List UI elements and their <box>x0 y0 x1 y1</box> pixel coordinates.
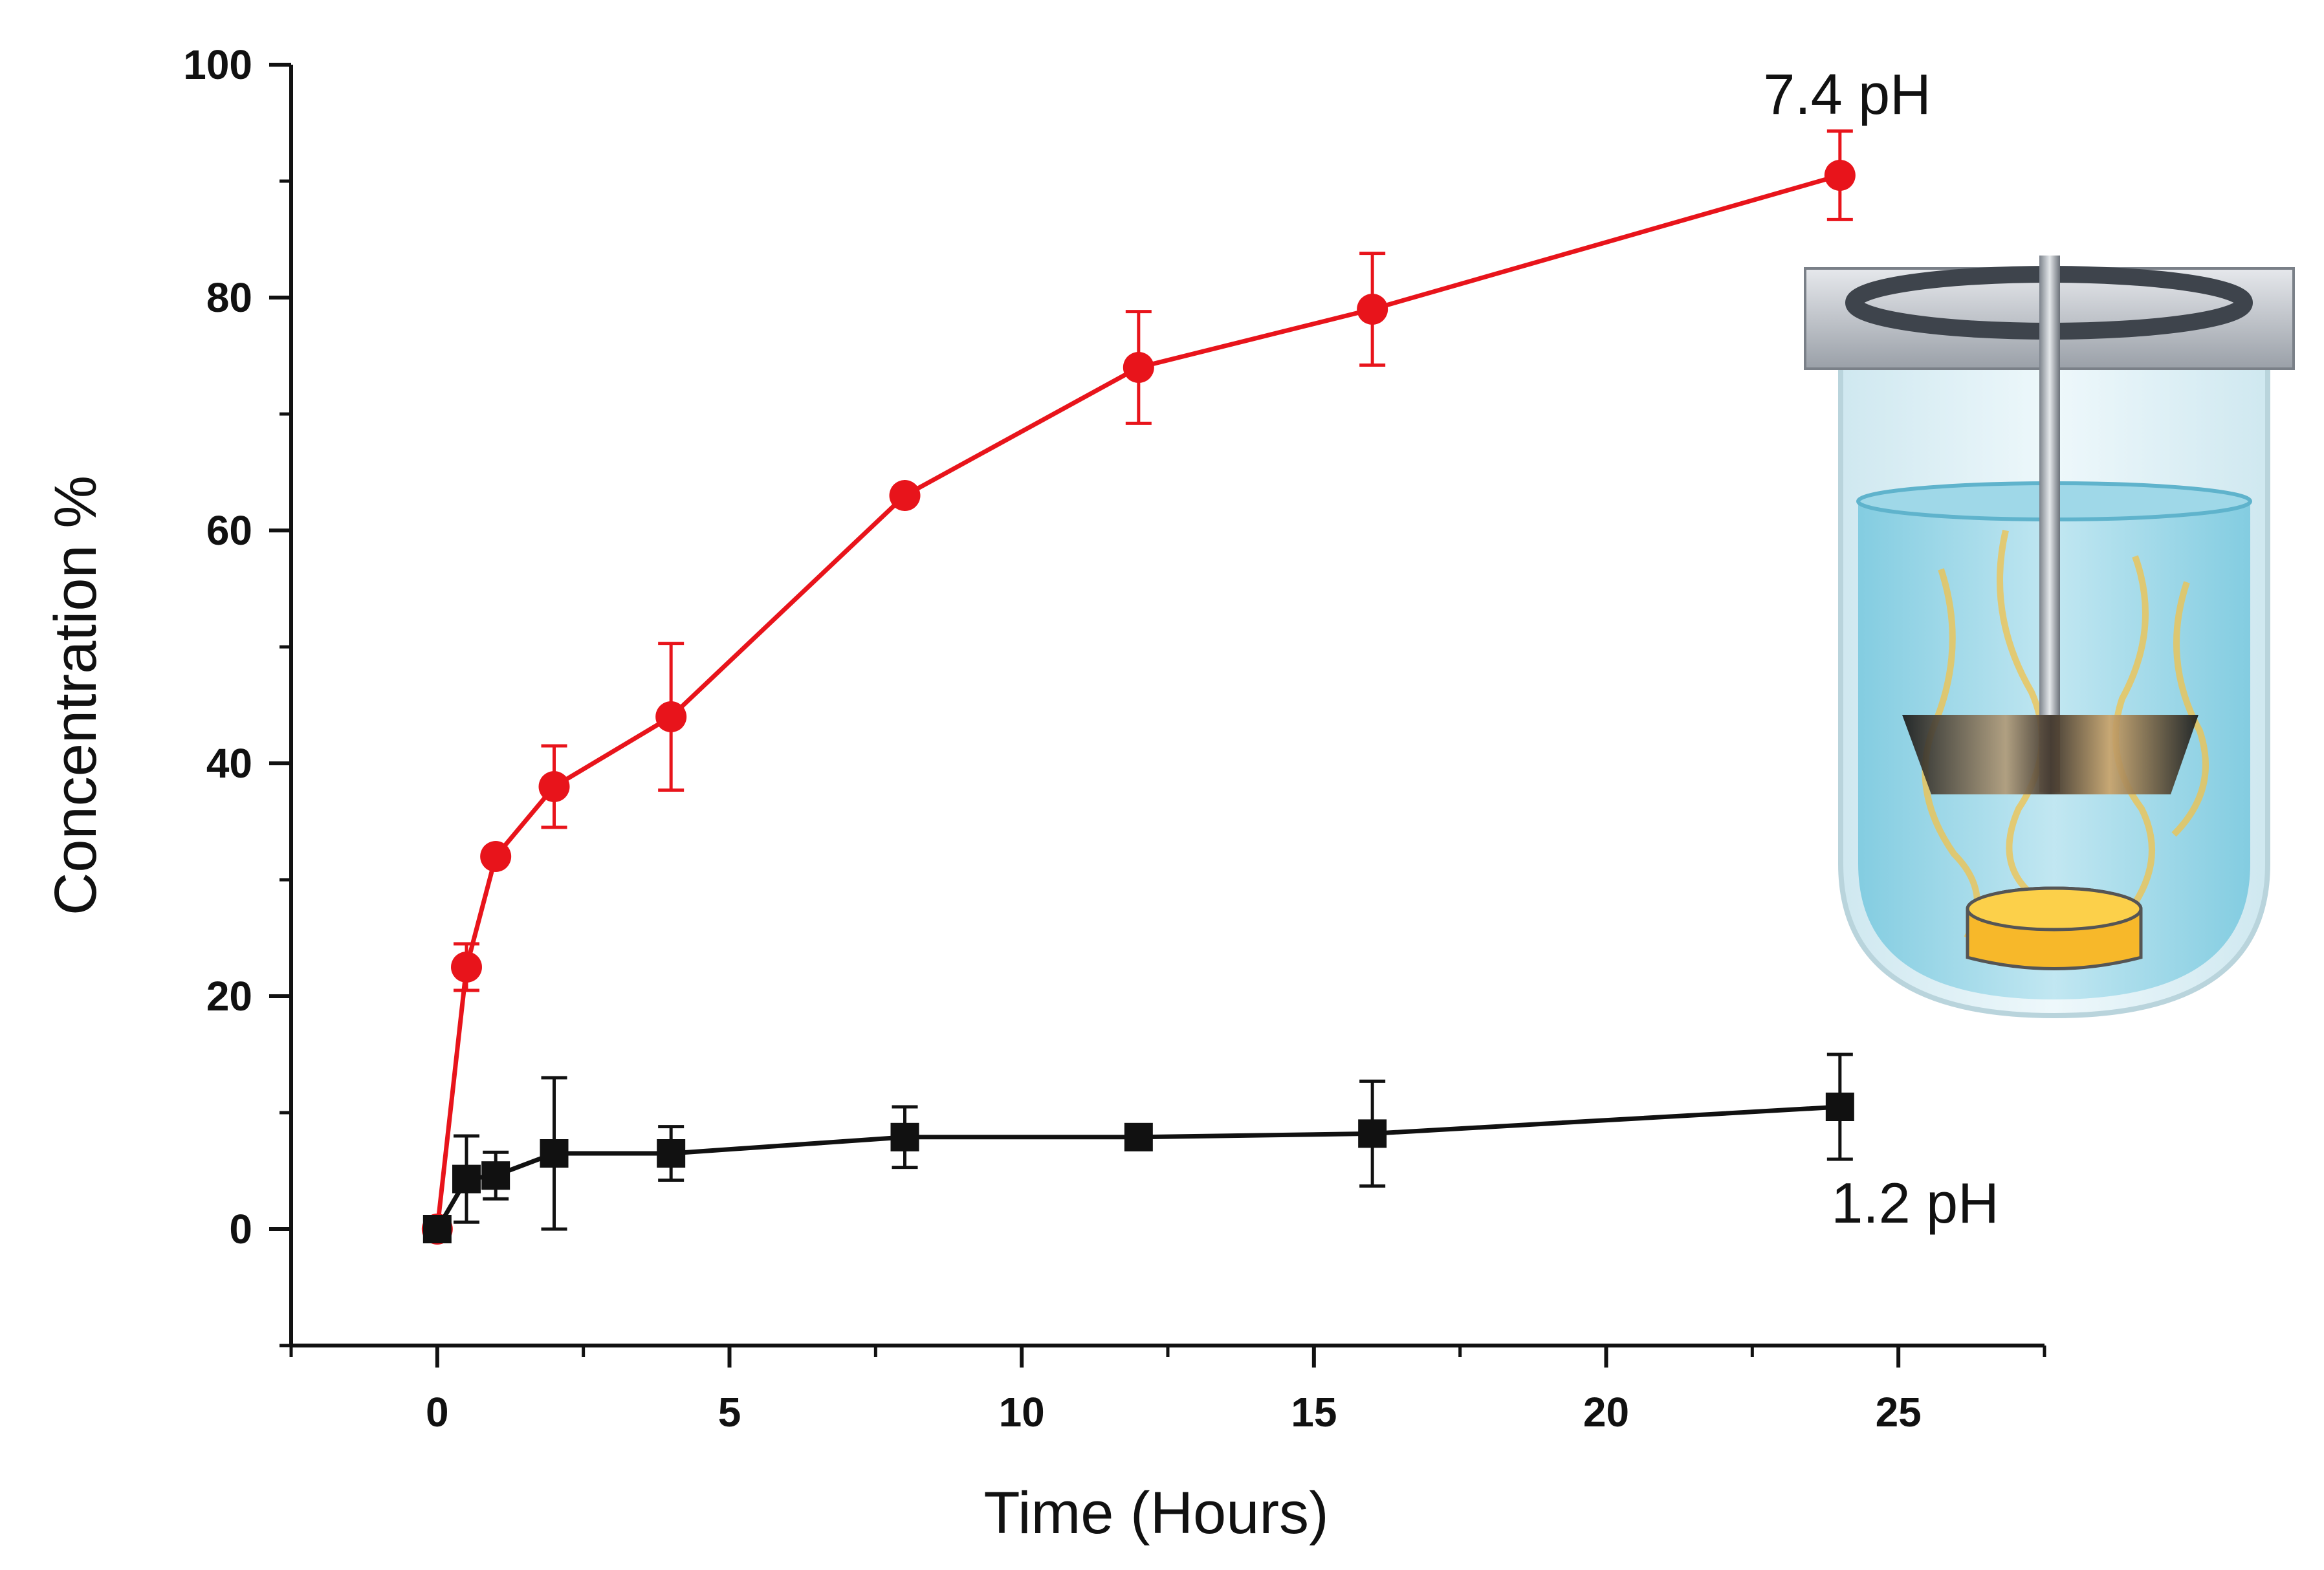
data-point <box>1824 160 1856 191</box>
series-layer <box>421 129 1856 1245</box>
data-point <box>657 1139 686 1168</box>
dissolution-vessel-illustration <box>1804 256 2295 1019</box>
data-point <box>655 701 687 732</box>
data-point <box>538 771 570 802</box>
data-point <box>1358 1119 1387 1148</box>
stirrer-paddle <box>1902 715 2198 794</box>
x-tick-label: 15 <box>1291 1389 1337 1435</box>
data-point <box>1825 1093 1854 1121</box>
x-tick-label: 5 <box>718 1389 741 1435</box>
ticks: 0 20 40 60 80 100 0 5 10 15 20 25 <box>183 41 2046 1435</box>
y-axis-title: Concentration % <box>43 475 109 915</box>
data-point <box>422 1215 452 1243</box>
x-tick-label: 0 <box>426 1389 449 1435</box>
series-label-1-2-ph: 1.2 pH <box>1831 1171 1999 1235</box>
series-0 <box>421 129 1856 1245</box>
data-point <box>1357 294 1388 325</box>
x-tick-label: 10 <box>999 1389 1045 1435</box>
series-1 <box>422 1052 1854 1243</box>
y-tick-label: 80 <box>206 274 252 321</box>
data-point <box>1123 352 1154 383</box>
y-tick-label: 0 <box>229 1206 252 1252</box>
data-point <box>890 1122 919 1151</box>
x-tick-label: 25 <box>1876 1389 1922 1435</box>
y-tick-label: 100 <box>183 41 252 88</box>
stirrer-rod <box>2039 256 2060 792</box>
x-tick-label: 20 <box>1583 1389 1629 1435</box>
data-point <box>1124 1122 1153 1151</box>
data-point <box>480 841 512 872</box>
data-point <box>889 480 921 511</box>
y-tick-label: 40 <box>206 740 252 787</box>
x-axis-title: Time (Hours) <box>983 1480 1328 1546</box>
data-point <box>540 1139 569 1168</box>
data-point <box>452 1164 481 1194</box>
series-label-7-4-ph: 7.4 pH <box>1763 62 1931 126</box>
data-point <box>481 1161 510 1190</box>
data-point <box>451 952 482 983</box>
y-tick-label: 20 <box>206 973 252 1019</box>
y-tick-label: 60 <box>206 507 252 554</box>
